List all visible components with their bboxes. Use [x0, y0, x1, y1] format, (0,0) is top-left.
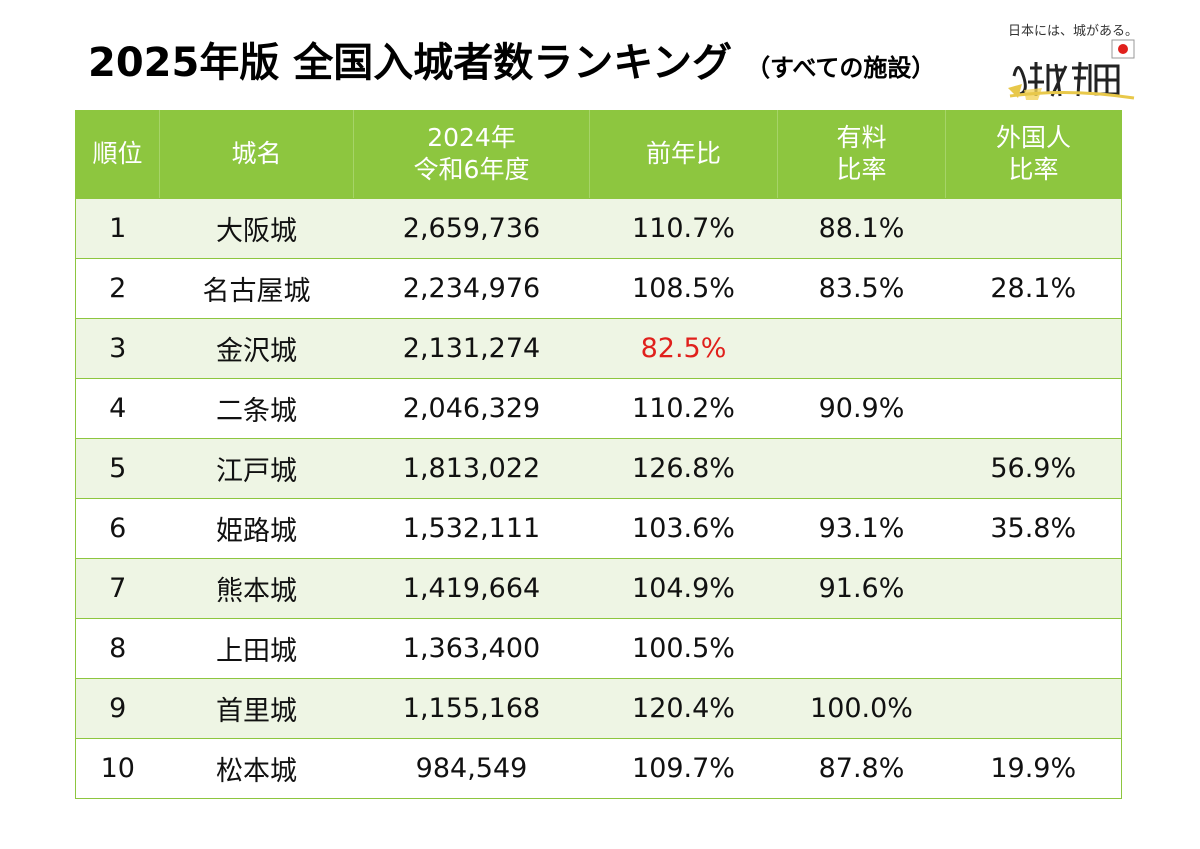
yoy-cell: 100.5% [589, 618, 778, 679]
header-foreign-ratio: 外国人 比率 [945, 110, 1122, 199]
table-row: 5 江戸城 1,813,022 126.8% 56.9% [75, 438, 1122, 499]
foreign-ratio-cell [945, 198, 1122, 259]
yoy-cell: 109.7% [589, 738, 778, 799]
visitors-cell: 1,813,022 [353, 438, 590, 499]
paid-ratio-cell: 100.0% [777, 678, 946, 739]
table-row: 2 名古屋城 2,234,976 108.5% 83.5% 28.1% [75, 258, 1122, 319]
shiro-tabi-logo: 日本には、城がある。 [1008, 20, 1138, 102]
table-row: 10 松本城 984,549 109.7% 87.8% 19.9% [75, 738, 1122, 799]
header-castle-name: 城名 [159, 110, 354, 199]
yoy-cell: 126.8% [589, 438, 778, 499]
foreign-ratio-cell [945, 378, 1122, 439]
header-paid-ratio: 有料 比率 [777, 110, 946, 199]
rank-cell: 3 [75, 318, 160, 379]
visitors-cell: 1,532,111 [353, 498, 590, 559]
foreign-ratio-cell [945, 558, 1122, 619]
header-visitors: 2024年 令和6年度 [353, 110, 590, 199]
paid-ratio-cell: 90.9% [777, 378, 946, 439]
yoy-cell: 108.5% [589, 258, 778, 319]
yoy-cell-decline: 82.5% [589, 318, 778, 379]
header-rank: 順位 [75, 110, 160, 199]
table-row: 7 熊本城 1,419,664 104.9% 91.6% [75, 558, 1122, 619]
foreign-ratio-cell: 28.1% [945, 258, 1122, 319]
castle-name-cell: 名古屋城 [159, 258, 354, 319]
page-title-row: 2025年版 全国入城者数ランキング （すべての施設） [88, 30, 935, 100]
visitors-cell: 1,419,664 [353, 558, 590, 619]
visitors-cell: 2,234,976 [353, 258, 590, 319]
yoy-cell: 103.6% [589, 498, 778, 559]
header-paid-line2: 比率 [836, 155, 887, 184]
table-row: 6 姫路城 1,532,111 103.6% 93.1% 35.8% [75, 498, 1122, 559]
rank-cell: 5 [75, 438, 160, 499]
header-foreign-line1: 外国人 [995, 123, 1071, 152]
table-row: 8 上田城 1,363,400 100.5% [75, 618, 1122, 679]
rank-cell: 4 [75, 378, 160, 439]
paid-ratio-cell: 91.6% [777, 558, 946, 619]
yoy-cell: 110.7% [589, 198, 778, 259]
foreign-ratio-cell [945, 678, 1122, 739]
yoy-cell: 110.2% [589, 378, 778, 439]
page-title: 2025年版 全国入城者数ランキング [88, 40, 733, 86]
castle-name-cell: 熊本城 [159, 558, 354, 619]
yoy-cell: 104.9% [589, 558, 778, 619]
paid-ratio-cell: 93.1% [777, 498, 946, 559]
header-visitors-year: 2024年 [427, 123, 516, 152]
visitors-cell: 2,659,736 [353, 198, 590, 259]
castle-name-cell: 大阪城 [159, 198, 354, 259]
castle-name-cell: 首里城 [159, 678, 354, 739]
rank-cell: 6 [75, 498, 160, 559]
visitors-cell: 2,046,329 [353, 378, 590, 439]
ranking-table: 順位 城名 2024年 令和6年度 前年比 有料 比率 外国人 比率 1 大阪城… [75, 110, 1122, 799]
header-foreign-line2: 比率 [1008, 155, 1059, 184]
rank-cell: 1 [75, 198, 160, 259]
castle-name-cell: 上田城 [159, 618, 354, 679]
paid-ratio-cell [777, 618, 946, 679]
foreign-ratio-cell: 35.8% [945, 498, 1122, 559]
foreign-ratio-cell: 19.9% [945, 738, 1122, 799]
castle-name-cell: 二条城 [159, 378, 354, 439]
visitors-cell: 2,131,274 [353, 318, 590, 379]
visitors-cell: 984,549 [353, 738, 590, 799]
page-subtitle: （すべての施設） [746, 54, 936, 82]
table-row: 9 首里城 1,155,168 120.4% 100.0% [75, 678, 1122, 739]
table-row: 3 金沢城 2,131,274 82.5% [75, 318, 1122, 379]
rank-cell: 2 [75, 258, 160, 319]
paid-ratio-cell [777, 318, 946, 379]
visitors-cell: 1,155,168 [353, 678, 590, 739]
foreign-ratio-cell: 56.9% [945, 438, 1122, 499]
logo-mark-icon [1008, 39, 1135, 100]
foreign-ratio-cell [945, 618, 1122, 679]
yoy-cell: 120.4% [589, 678, 778, 739]
paid-ratio-cell [777, 438, 946, 499]
table-row: 4 二条城 2,046,329 110.2% 90.9% [75, 378, 1122, 439]
header-visitors-fiscal: 令和6年度 [413, 155, 530, 184]
rank-cell: 7 [75, 558, 160, 619]
castle-name-cell: 江戸城 [159, 438, 354, 499]
rank-cell: 10 [75, 738, 160, 799]
castle-name-cell: 松本城 [159, 738, 354, 799]
foreign-ratio-cell [945, 318, 1122, 379]
header-paid-line1: 有料 [836, 123, 887, 152]
paid-ratio-cell: 87.8% [777, 738, 946, 799]
paid-ratio-cell: 83.5% [777, 258, 946, 319]
table-row: 1 大阪城 2,659,736 110.7% 88.1% [75, 198, 1122, 259]
rank-cell: 8 [75, 618, 160, 679]
table-header-row: 順位 城名 2024年 令和6年度 前年比 有料 比率 外国人 比率 [75, 110, 1122, 199]
rank-cell: 9 [75, 678, 160, 739]
paid-ratio-cell: 88.1% [777, 198, 946, 259]
logo-tagline: 日本には、城がある。 [1008, 24, 1139, 39]
castle-name-cell: 金沢城 [159, 318, 354, 379]
visitors-cell: 1,363,400 [353, 618, 590, 679]
castle-name-cell: 姫路城 [159, 498, 354, 559]
header-yoy: 前年比 [589, 110, 778, 199]
